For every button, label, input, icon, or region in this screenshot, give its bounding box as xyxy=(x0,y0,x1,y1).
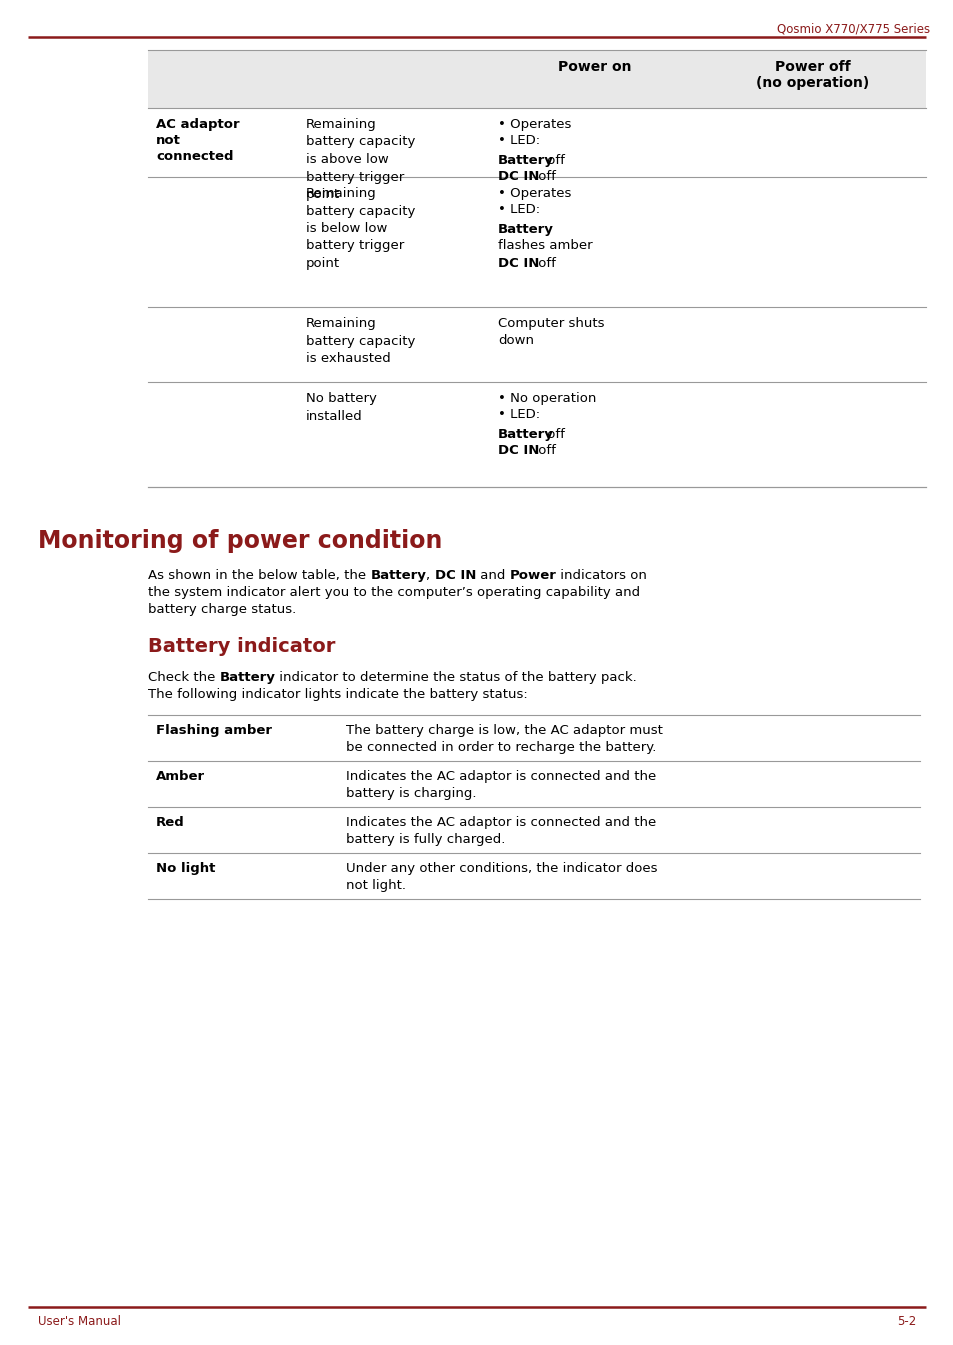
Text: Battery: Battery xyxy=(497,223,554,235)
Text: indicator to determine the status of the battery pack.: indicator to determine the status of the… xyxy=(275,671,637,685)
Text: Flashing amber: Flashing amber xyxy=(156,724,272,737)
Text: 5-2: 5-2 xyxy=(896,1315,915,1328)
Text: Check the: Check the xyxy=(148,671,219,685)
Text: Remaining
battery capacity
is exhausted: Remaining battery capacity is exhausted xyxy=(306,317,415,364)
Bar xyxy=(148,50,925,108)
Text: (no operation): (no operation) xyxy=(756,77,869,90)
Text: off: off xyxy=(534,169,556,183)
Text: The battery charge is low, the AC adaptor must
be connected in order to recharge: The battery charge is low, the AC adapto… xyxy=(346,724,662,755)
Text: the system indicator alert you to the computer’s operating capability and: the system indicator alert you to the co… xyxy=(148,586,639,599)
Text: indicators on: indicators on xyxy=(556,569,647,582)
Text: battery charge status.: battery charge status. xyxy=(148,603,296,616)
Text: Amber: Amber xyxy=(156,769,205,783)
Text: Battery indicator: Battery indicator xyxy=(148,638,335,656)
Text: • LED:: • LED: xyxy=(497,134,539,147)
Text: connected: connected xyxy=(156,151,233,163)
Text: Under any other conditions, the indicator does
not light.: Under any other conditions, the indicato… xyxy=(346,862,657,893)
Text: Power off: Power off xyxy=(775,61,850,74)
Text: not: not xyxy=(156,134,181,147)
Text: Power: Power xyxy=(509,569,556,582)
Text: • LED:: • LED: xyxy=(497,203,539,217)
Text: Qosmio X770/X775 Series: Qosmio X770/X775 Series xyxy=(776,22,929,35)
Text: off: off xyxy=(534,444,556,457)
Text: As shown in the below table, the: As shown in the below table, the xyxy=(148,569,370,582)
Text: and: and xyxy=(476,569,509,582)
Text: Battery: Battery xyxy=(219,671,275,685)
Text: flashes amber: flashes amber xyxy=(497,239,592,252)
Text: Remaining
battery capacity
is below low
battery trigger
point: Remaining battery capacity is below low … xyxy=(306,187,415,270)
Text: DC IN: DC IN xyxy=(497,257,538,270)
Text: Indicates the AC adaptor is connected and the
battery is charging.: Indicates the AC adaptor is connected an… xyxy=(346,769,656,800)
Text: • Operates: • Operates xyxy=(497,118,571,130)
Text: Remaining
battery capacity
is above low
battery trigger
point: Remaining battery capacity is above low … xyxy=(306,118,415,200)
Text: Computer shuts
down: Computer shuts down xyxy=(497,317,604,347)
Text: Monitoring of power condition: Monitoring of power condition xyxy=(38,529,442,553)
Text: Battery: Battery xyxy=(497,428,554,441)
Text: DC IN: DC IN xyxy=(497,169,538,183)
Text: Red: Red xyxy=(156,816,185,829)
Text: Power on: Power on xyxy=(558,61,631,74)
Text: • No operation: • No operation xyxy=(497,391,596,405)
Text: DC IN: DC IN xyxy=(497,444,538,457)
Text: ,: , xyxy=(426,569,435,582)
Text: AC adaptor: AC adaptor xyxy=(156,118,239,130)
Text: off: off xyxy=(542,153,564,167)
Text: User's Manual: User's Manual xyxy=(38,1315,121,1328)
Text: No light: No light xyxy=(156,862,215,876)
Text: off: off xyxy=(542,428,564,441)
Text: Indicates the AC adaptor is connected and the
battery is fully charged.: Indicates the AC adaptor is connected an… xyxy=(346,816,656,846)
Text: No battery
installed: No battery installed xyxy=(306,391,376,422)
Text: The following indicator lights indicate the battery status:: The following indicator lights indicate … xyxy=(148,689,527,701)
Text: Battery: Battery xyxy=(497,153,554,167)
Text: • LED:: • LED: xyxy=(497,408,539,421)
Text: Battery: Battery xyxy=(370,569,426,582)
Text: DC IN: DC IN xyxy=(435,569,476,582)
Text: off: off xyxy=(534,257,556,270)
Text: • Operates: • Operates xyxy=(497,187,571,200)
